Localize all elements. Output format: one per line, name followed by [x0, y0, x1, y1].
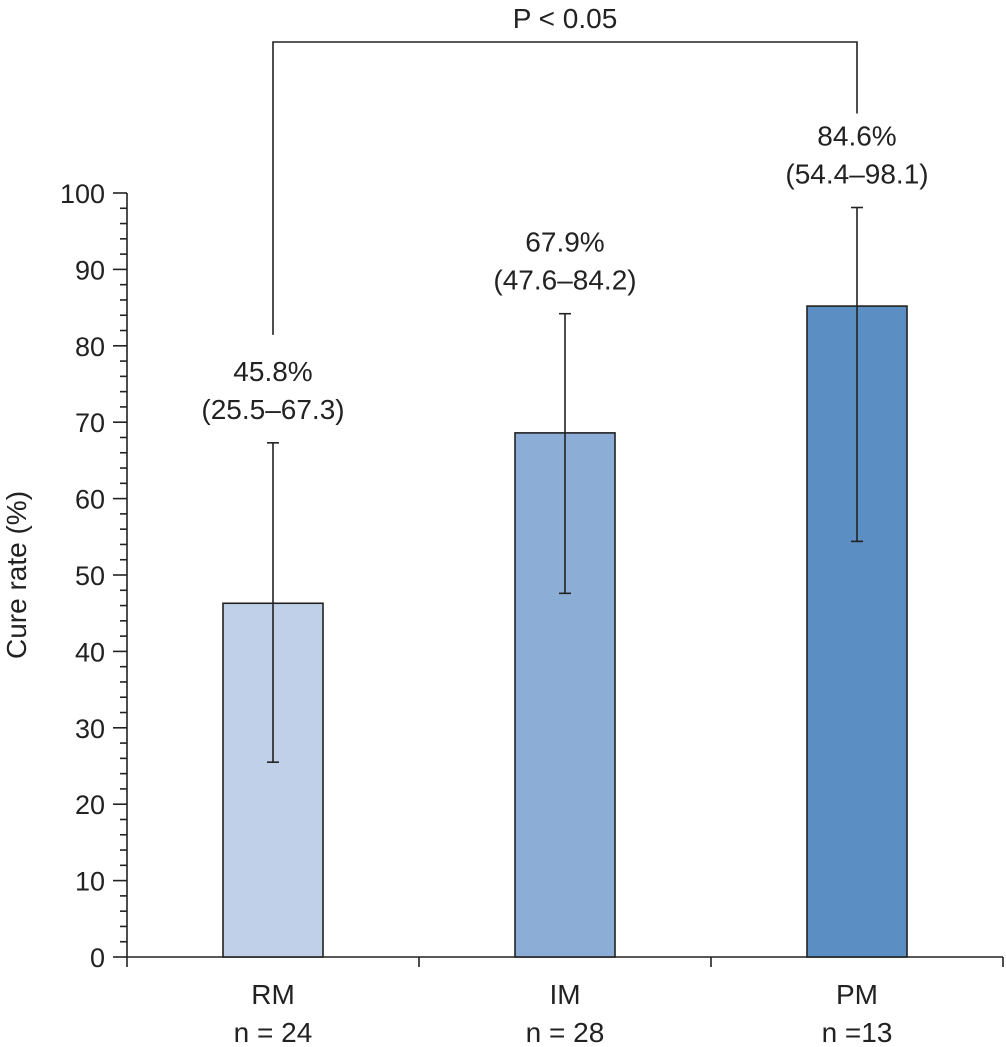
labels: 45.8% (25.5–67.3) RM n = 24 67.9% (47.6–84.2)… — [201, 3, 928, 1047]
n-label: n =13 — [822, 1017, 893, 1047]
n-label: n = 28 — [526, 1017, 605, 1047]
y-tick-label: 90 — [75, 255, 105, 285]
y-tick-label: 100 — [60, 179, 105, 209]
category-label: IM — [549, 979, 580, 1010]
significance-label: P < 0.05 — [513, 3, 618, 34]
y-axis-title: Cure rate (%) — [1, 491, 32, 659]
ci-label: (25.5–67.3) — [201, 394, 344, 425]
y-tick-label: 40 — [75, 637, 105, 667]
y-tick-label: 80 — [75, 332, 105, 362]
value-label: 67.9% — [525, 227, 604, 258]
category-label: RM — [251, 979, 295, 1010]
n-label: n = 24 — [234, 1017, 313, 1047]
y-tick-label: 50 — [75, 561, 105, 591]
y-tick-label: 0 — [90, 943, 105, 973]
axes: 0 10 20 30 40 50 60 70 80 90 100 Cure rate (%) — [1, 179, 1004, 973]
y-tick-label: 70 — [75, 408, 105, 438]
category-label: PM — [836, 979, 878, 1010]
value-label: 45.8% — [233, 356, 312, 387]
y-tick-label: 60 — [75, 485, 105, 515]
ci-label: (54.4–98.1) — [785, 159, 928, 190]
ci-label: (47.6–84.2) — [493, 265, 636, 296]
value-label: 84.6% — [817, 121, 896, 152]
significance-bracket — [272, 41, 858, 335]
bars — [222, 206, 908, 958]
y-tick-label: 30 — [75, 714, 105, 744]
y-tick-label: 20 — [75, 790, 105, 820]
y-tick-label: 10 — [75, 867, 105, 897]
